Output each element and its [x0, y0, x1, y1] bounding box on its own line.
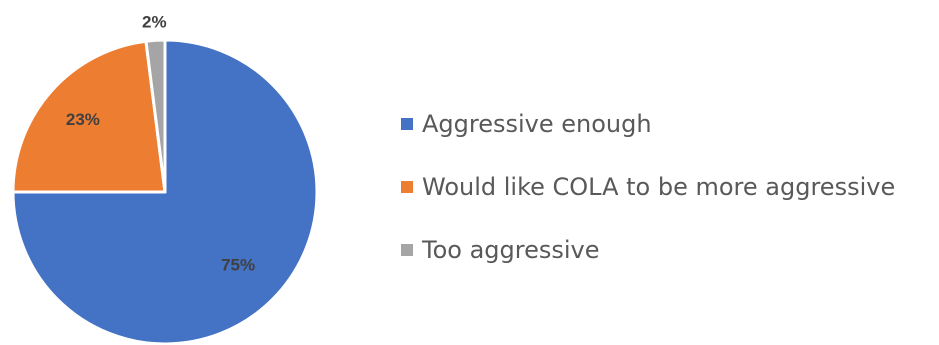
legend-item-too-aggressive: Too aggressive [401, 236, 600, 264]
data-label-too-aggressive: 2% [142, 13, 167, 32]
legend-swatch [401, 181, 413, 193]
data-labels: 75% 23% 2% [66, 13, 255, 275]
legend-item-aggressive-enough: Aggressive enough [401, 110, 652, 138]
data-label-would-like-cola-to-be-more-aggressive: 23% [66, 110, 100, 129]
legend-swatch [401, 118, 413, 130]
pie-slice-aggressive-enough [11, 38, 319, 345]
legend-label: Aggressive enough [422, 110, 652, 138]
legend-label: Too aggressive [421, 236, 600, 264]
pie-slice-would-like-cola-to-be-more-aggressive [11, 39, 167, 194]
legend: Aggressive enough Would like COLA to be m… [401, 110, 895, 264]
legend-swatch [401, 244, 413, 256]
pie-slice-too-aggressive [144, 38, 167, 194]
legend-item-would-like-cola-to-be-more-aggressive: Would like COLA to be more aggressive [401, 173, 895, 201]
data-label-aggressive-enough: 75% [221, 256, 255, 275]
legend-label: Would like COLA to be more aggressive [422, 173, 895, 201]
pie-slices [11, 38, 319, 345]
